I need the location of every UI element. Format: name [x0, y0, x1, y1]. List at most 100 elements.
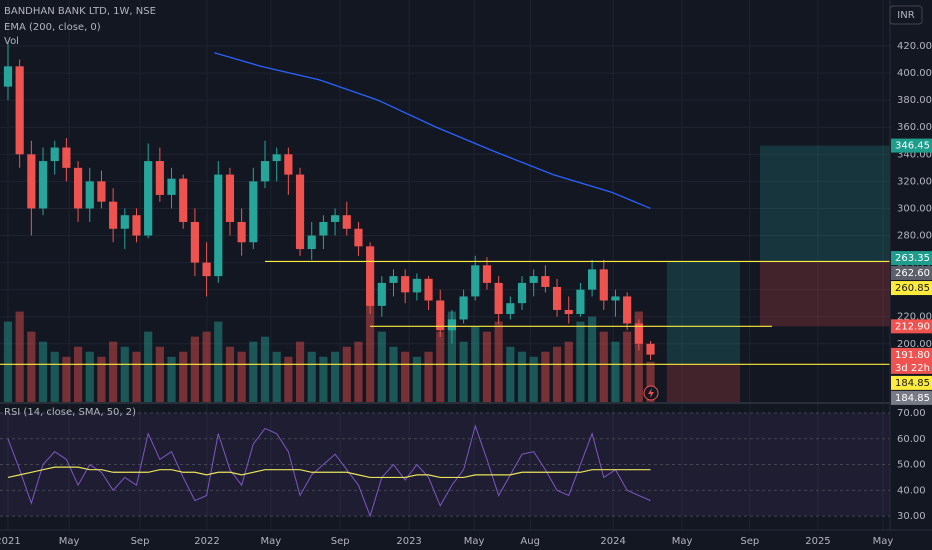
- candle-body: [38, 161, 48, 209]
- x-tick-label: May: [59, 536, 80, 547]
- volume-bar: [541, 351, 550, 402]
- candle-body: [506, 303, 515, 315]
- candle-body: [319, 221, 328, 236]
- volume-bar: [412, 356, 421, 402]
- volume-bar: [307, 351, 316, 402]
- candle-body: [623, 296, 632, 324]
- candle-body: [482, 265, 492, 283]
- y-tick-label: 50.00: [897, 460, 926, 471]
- candle-body: [634, 323, 643, 344]
- volume-bar: [482, 331, 492, 402]
- candle-body: [109, 201, 118, 229]
- y-tick-label: 40.00: [897, 485, 926, 496]
- candle-body: [284, 154, 293, 175]
- volume-bar: [646, 361, 655, 402]
- y-tick-label: 380.00: [897, 95, 932, 106]
- candle-body: [202, 262, 211, 277]
- y-tick-label: 340.00: [897, 149, 932, 160]
- price-label-bg: [891, 281, 932, 296]
- candle-body: [15, 66, 24, 155]
- x-tick-label: May: [260, 536, 281, 547]
- x-tick-label: May: [672, 536, 693, 547]
- position-box: [759, 261, 890, 327]
- candle-body: [73, 167, 83, 209]
- volume-bar: [284, 356, 293, 402]
- price-label: 262.60: [895, 268, 930, 279]
- x-tick-label: May: [464, 536, 485, 547]
- candle-body: [377, 282, 386, 306]
- volume-bar: [237, 351, 246, 402]
- candle-body: [459, 296, 468, 320]
- candle-body: [354, 228, 363, 247]
- volume-bar: [623, 331, 632, 402]
- x-tick-label: 2025: [805, 536, 830, 547]
- y-tick-label: 360.00: [897, 122, 932, 133]
- x-tick-label: 2022: [194, 536, 219, 547]
- volume-bar: [190, 336, 199, 402]
- currency[interactable]: INR: [897, 10, 914, 21]
- y-tick-label: 200.00: [897, 339, 932, 350]
- candle-body: [494, 282, 503, 315]
- rsi-title: RSI (14, close, SMA, 50, 2): [4, 407, 136, 418]
- x-tick-label: 2023: [396, 536, 421, 547]
- candle-body: [237, 221, 246, 243]
- volume-bar: [85, 351, 94, 402]
- price-label-bg: [891, 375, 932, 390]
- currency-box[interactable]: [889, 5, 923, 25]
- volume-bar: [272, 351, 281, 402]
- candle-body: [144, 161, 153, 236]
- volume-bar: [27, 331, 36, 402]
- y-tick-label: 300.00: [897, 203, 932, 214]
- candle-body: [366, 246, 375, 306]
- position-box: [666, 364, 741, 402]
- price-label: 191.80: [895, 350, 930, 361]
- y-tick-label: 70.00: [897, 408, 926, 419]
- volume-bar: [295, 341, 305, 402]
- volume-bar: [564, 341, 573, 402]
- volume-bar: [599, 331, 608, 402]
- candle-body: [132, 215, 141, 236]
- volume-bar: [517, 351, 527, 402]
- candle-body: [552, 286, 562, 310]
- candle-body: [3, 66, 13, 87]
- volume-bar: [132, 351, 141, 402]
- candle-body: [120, 215, 129, 229]
- candle-body: [564, 309, 573, 315]
- volume-bar: [260, 336, 270, 402]
- y-tick-label: 30.00: [897, 511, 926, 522]
- candle-body: [295, 174, 305, 250]
- volume-bar: [144, 331, 153, 402]
- volume-bar: [436, 331, 445, 402]
- volume-bar: [389, 346, 398, 402]
- volume-bar: [401, 351, 410, 402]
- price-label: 184.85: [895, 393, 930, 404]
- indicator-label: EMA (200, close, 0): [4, 22, 101, 33]
- position-box: [759, 145, 890, 262]
- price-label-bg: [891, 319, 932, 334]
- candle-body: [517, 282, 527, 304]
- price-label-bg: [891, 266, 932, 281]
- countdown: 3d 22h: [895, 363, 930, 374]
- position-box: [666, 261, 741, 365]
- candle-body: [611, 296, 620, 301]
- plot-layer: [0, 0, 890, 530]
- price-label: 260.85: [895, 283, 930, 294]
- volume-bar: [366, 301, 375, 402]
- price-label-bg: [891, 138, 932, 153]
- candle-body: [471, 265, 480, 297]
- price-label: 212.90: [895, 321, 930, 332]
- candle-body: [190, 221, 199, 263]
- volume-bar: [202, 331, 211, 402]
- x-tick-label: 2024: [600, 536, 625, 547]
- volume-bar: [179, 351, 188, 402]
- event-icon-bolt: [648, 388, 654, 398]
- volume-bar: [330, 351, 340, 402]
- volume-bar: [50, 351, 59, 402]
- candle-body: [389, 276, 398, 283]
- price-label: 263.35: [895, 253, 930, 264]
- candle-body: [225, 174, 235, 222]
- volume-bar: [529, 356, 538, 402]
- volume-bar: [494, 321, 503, 402]
- volume-bar: [424, 351, 433, 402]
- volume-bar: [73, 346, 83, 402]
